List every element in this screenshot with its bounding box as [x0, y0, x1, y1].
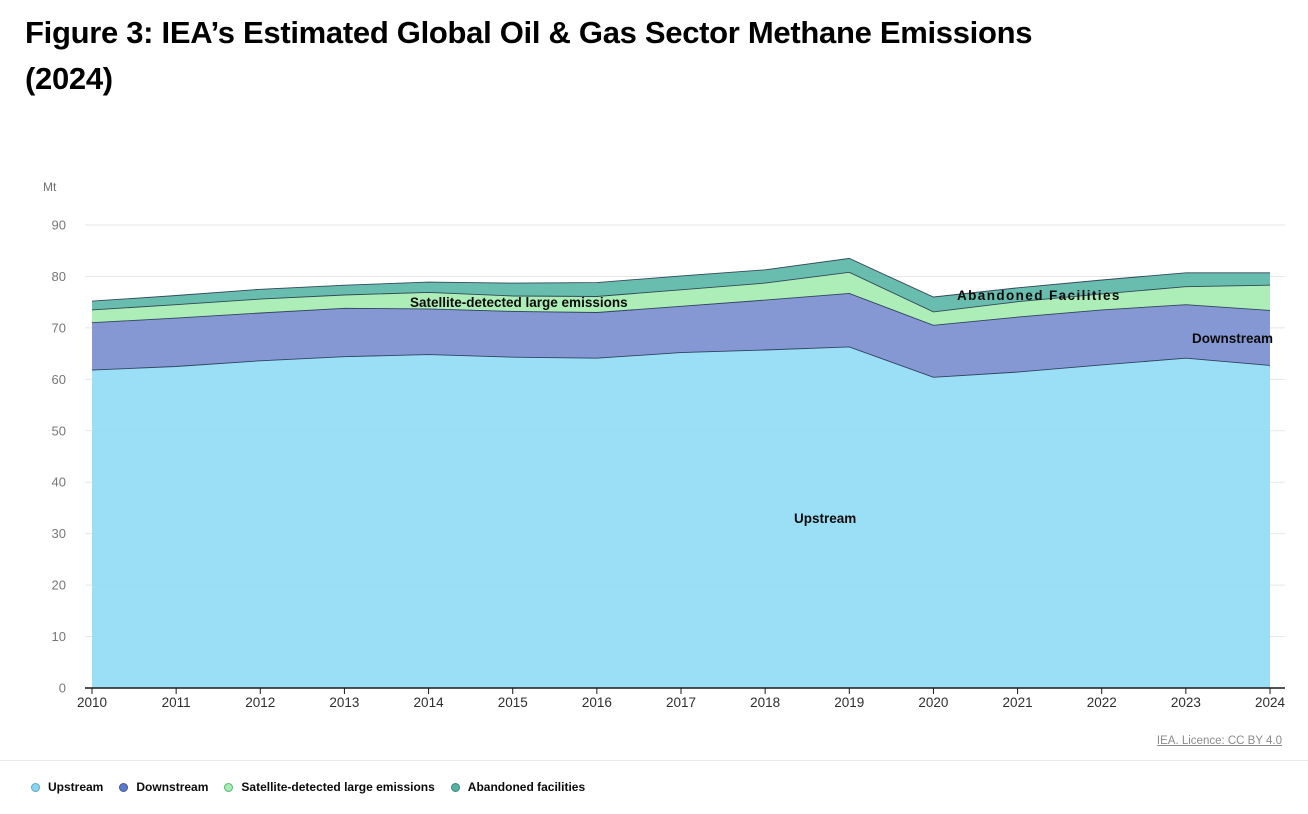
- x-tick-label-2021: 2021: [1003, 695, 1033, 710]
- x-tick-label-2022: 2022: [1087, 695, 1117, 710]
- x-tick-label-2020: 2020: [918, 695, 948, 710]
- area-outline-4: [91, 257, 1270, 302]
- legend-item-satellite-detected-large-emissions[interactable]: Satellite-detected large emissions: [224, 780, 435, 794]
- legend-dot-icon: [450, 782, 460, 792]
- legend-dot-icon: [31, 782, 40, 792]
- legend-label: Abandoned facilities: [467, 780, 586, 794]
- legend-item-downstream[interactable]: Downstream: [119, 780, 208, 794]
- y-tick-label-0: 0: [59, 681, 66, 696]
- y-axis-unit-label: Mt: [43, 180, 57, 194]
- annotation-upstream: Upstream: [794, 511, 857, 526]
- x-tick-label-2010: 2010: [77, 695, 107, 710]
- area-series-downstream[interactable]: [92, 293, 1270, 378]
- x-tick-label-2024: 2024: [1255, 695, 1286, 710]
- legend-dot-icon: [224, 782, 234, 792]
- y-tick-label-90: 90: [52, 218, 66, 233]
- legend-label: Upstream: [48, 780, 104, 794]
- y-tick-label-40: 40: [52, 475, 66, 490]
- x-tick-label-2011: 2011: [162, 695, 191, 710]
- x-tick-label-2019: 2019: [834, 695, 864, 710]
- x-tick-label-2014: 2014: [414, 695, 445, 710]
- x-tick-label-2018: 2018: [750, 695, 780, 710]
- page-title-line1: Figure 3: IEA’s Estimated Global Oil & G…: [25, 15, 1033, 50]
- area-outline-1: [91, 346, 1271, 378]
- x-tick-label-2023: 2023: [1171, 695, 1201, 710]
- y-tick-label-20: 20: [52, 578, 66, 593]
- x-tick-label-2015: 2015: [498, 695, 528, 710]
- chart-legend: Upstream Downstream Satellite-detected lar…: [31, 780, 585, 794]
- legend-dot-icon: [119, 782, 129, 792]
- area-series-abandoned-facilities[interactable]: [92, 258, 1270, 312]
- y-tick-label-10: 10: [52, 629, 66, 644]
- y-tick-label-60: 60: [52, 372, 66, 387]
- x-tick-label-2017: 2017: [666, 695, 696, 710]
- annotation-abandoned-facilities: Abandoned Facilities: [957, 288, 1121, 303]
- y-tick-label-80: 80: [52, 269, 66, 284]
- x-tick-label-2012: 2012: [245, 695, 275, 710]
- legend-item-upstream[interactable]: Upstream: [31, 780, 103, 794]
- page-title-line2: (2024): [25, 61, 113, 96]
- figure-title: Figure 3: IEA’s Estimated Global Oil & G…: [25, 10, 1285, 102]
- page-title: Figure 3: IEA’s Estimated Global Oil & G…: [25, 10, 1285, 102]
- area-outline-3: [91, 271, 1271, 313]
- legend-item-abandoned-facilities[interactable]: Abandoned facilities: [450, 780, 586, 794]
- legend-divider: [0, 760, 1308, 761]
- legend-label: Downstream: [136, 780, 209, 794]
- y-tick-label-30: 30: [52, 526, 66, 541]
- area-series-satellite-detected-large-emissions[interactable]: [92, 272, 1270, 326]
- source-licence-link[interactable]: IEA. Licence: CC BY 4.0: [1156, 735, 1282, 747]
- annotation-downstream: Downstream: [1192, 331, 1274, 346]
- area-outline-2: [91, 292, 1271, 326]
- area-series-upstream[interactable]: [92, 346, 1270, 688]
- legend-label: Satellite-detected large emissions: [241, 780, 435, 794]
- y-tick-label-70: 70: [52, 320, 66, 335]
- x-tick-label-2013: 2013: [329, 695, 359, 710]
- annotation-satellite-detected: Satellite-detected large emissions: [410, 295, 628, 310]
- y-tick-label-50: 50: [52, 423, 66, 438]
- x-tick-label-2016: 2016: [582, 695, 612, 710]
